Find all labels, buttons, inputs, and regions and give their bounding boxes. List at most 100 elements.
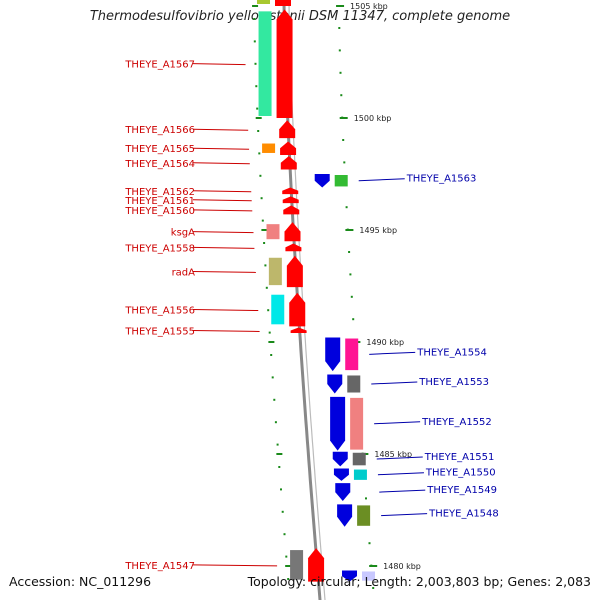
scale-dash-left bbox=[261, 219, 264, 222]
gene-ksga: ksgA bbox=[171, 222, 301, 242]
scale-dash-left bbox=[265, 286, 268, 289]
label-leader bbox=[192, 190, 252, 193]
forward-gene-arrow bbox=[286, 255, 303, 288]
reverse-gene-arrow bbox=[333, 468, 349, 481]
scale-dash-right bbox=[340, 94, 343, 97]
gene-unlabeled-22 bbox=[342, 570, 376, 582]
scale-dash-left bbox=[254, 62, 257, 65]
label-leader bbox=[192, 209, 253, 212]
reverse-gene-arrow bbox=[342, 570, 358, 582]
scale-dash-left bbox=[257, 130, 260, 132]
gene-label: THEYE_A1551 bbox=[424, 452, 495, 463]
tick-label: 1485 kbp bbox=[374, 450, 412, 459]
reverse-gene-arrow bbox=[337, 504, 353, 527]
cog-box bbox=[258, 11, 272, 116]
scale-tick-1480: 1480 kbp bbox=[285, 562, 421, 571]
gene-theye-a1547: THEYE_A1547 bbox=[124, 548, 325, 582]
scale-dash-right bbox=[348, 251, 351, 253]
label-leader bbox=[369, 351, 416, 355]
label-leader bbox=[358, 178, 405, 182]
forward-gene-arrow bbox=[283, 205, 300, 215]
label-leader bbox=[192, 63, 246, 66]
cog-box bbox=[266, 224, 280, 240]
tick-label: 1500 kbp bbox=[354, 114, 392, 123]
scale-dash-left bbox=[274, 421, 277, 424]
cog-box bbox=[334, 175, 348, 187]
label-leader bbox=[374, 421, 421, 425]
scale-dash-right bbox=[338, 27, 341, 29]
gene-label: THEYE_A1563 bbox=[406, 174, 477, 185]
scale-dash-left bbox=[281, 510, 284, 513]
cog-box bbox=[353, 469, 367, 480]
gene-theye-a1551: THEYE_A1551 bbox=[332, 451, 495, 467]
scale-dash-left bbox=[260, 197, 263, 200]
forward-gene-arrow bbox=[282, 196, 299, 204]
forward-gene-arrow bbox=[289, 292, 306, 327]
tick-label: 1505 kbp bbox=[350, 2, 388, 11]
gene-theye-a1565: THEYE_A1565 bbox=[124, 141, 297, 155]
gene-unlabeled-0 bbox=[257, 0, 291, 6]
cog-box bbox=[347, 375, 361, 393]
scale-dash-left bbox=[276, 443, 279, 446]
gene-label: THEYE_A1560 bbox=[124, 206, 195, 217]
label-leader bbox=[192, 128, 249, 131]
scale-dash-left bbox=[264, 264, 267, 267]
tick-label: 1495 kbp bbox=[359, 226, 397, 235]
scale-dash-left bbox=[270, 354, 273, 356]
forward-gene-arrow bbox=[276, 9, 293, 118]
gene-theye-a1567: THEYE_A1567 bbox=[124, 9, 293, 118]
gene-rada: radA bbox=[172, 255, 303, 288]
forward-gene-arrow bbox=[290, 327, 307, 334]
scale-dash-left bbox=[271, 376, 274, 379]
gene-theye-a1548: THEYE_A1548 bbox=[337, 504, 499, 527]
scale-dash-left bbox=[253, 40, 256, 43]
gene-label: THEYE_A1556 bbox=[124, 306, 195, 317]
label-leader bbox=[376, 456, 423, 460]
scale-dash-left bbox=[256, 107, 259, 110]
forward-gene-arrow bbox=[279, 120, 296, 139]
gene-label: ksgA bbox=[171, 228, 195, 239]
cog-box bbox=[357, 505, 371, 526]
label-leader bbox=[192, 564, 278, 567]
gene-theye-a1550: THEYE_A1550 bbox=[333, 468, 496, 481]
forward-gene-arrow bbox=[308, 548, 325, 582]
scale-dash-left bbox=[267, 309, 270, 312]
scale-dash-right bbox=[349, 273, 352, 276]
gene-theye-a1561: THEYE_A1561 bbox=[124, 196, 299, 207]
tick-label: 1480 kbp bbox=[383, 562, 421, 571]
cog-box bbox=[352, 452, 366, 466]
gene-label: THEYE_A1552 bbox=[421, 417, 492, 428]
gene-theye-a1555: THEYE_A1555 bbox=[124, 326, 307, 337]
scale-dash-left bbox=[285, 555, 288, 558]
label-leader bbox=[192, 147, 250, 150]
label-leader bbox=[371, 381, 418, 385]
scale-dash-right bbox=[338, 49, 341, 52]
label-leader bbox=[377, 472, 424, 476]
gene-label: THEYE_A1566 bbox=[124, 125, 195, 136]
label-leader bbox=[192, 199, 252, 202]
scale-dash-right bbox=[365, 497, 367, 500]
gene-theye-a1562: THEYE_A1562 bbox=[124, 187, 299, 198]
cog-box bbox=[271, 294, 285, 325]
scale-dash-right bbox=[350, 295, 353, 298]
scale-dash-left bbox=[259, 174, 262, 177]
scale-dash-left bbox=[273, 398, 276, 401]
gene-label: THEYE_A1564 bbox=[124, 159, 195, 170]
genome-title: Thermodesulfovibrio yellowstonii DSM 113… bbox=[89, 9, 511, 24]
gene-label: THEYE_A1565 bbox=[124, 144, 195, 155]
gene-label: radA bbox=[172, 267, 196, 278]
cog-box bbox=[262, 143, 276, 153]
accession-text: Accession: NC_011296 bbox=[9, 574, 152, 589]
gene-theye-a1553: THEYE_A1553 bbox=[327, 374, 489, 394]
label-leader bbox=[192, 329, 260, 332]
scale-dash-left bbox=[280, 488, 282, 491]
scale-dash-left bbox=[268, 331, 271, 334]
scale-dash-right bbox=[339, 71, 342, 74]
label-leader bbox=[381, 513, 428, 517]
cog-box bbox=[362, 571, 376, 581]
scale-dash-right bbox=[342, 139, 345, 141]
forward-gene-arrow bbox=[282, 187, 299, 195]
tick-label: 1490 kbp bbox=[366, 338, 404, 347]
